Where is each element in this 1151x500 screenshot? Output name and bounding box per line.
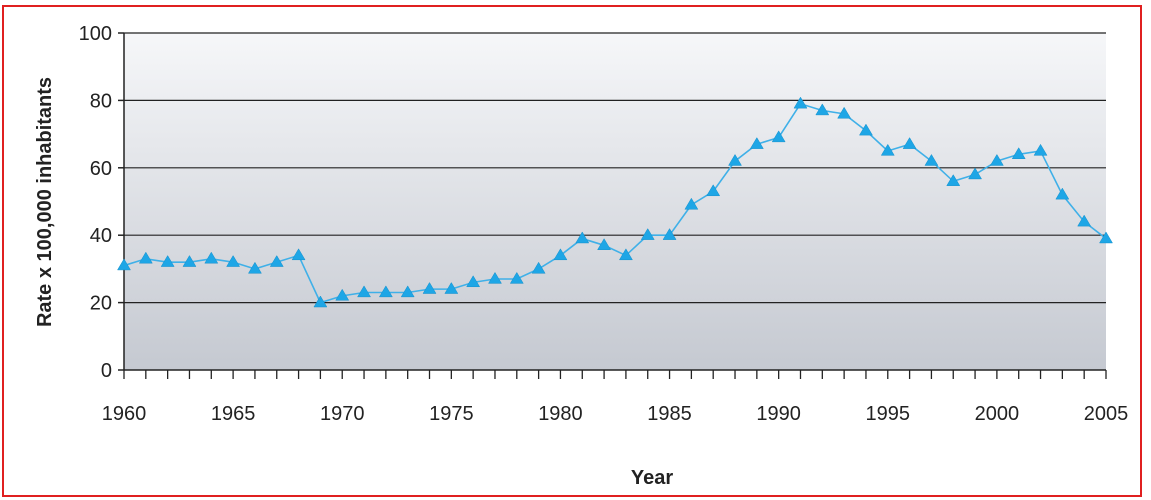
series-line	[123, 102, 1107, 304]
data-point-marker	[531, 261, 546, 274]
data-point-marker	[662, 228, 677, 240]
x-tick-label: 1975	[429, 403, 474, 425]
x-tick-label: 1970	[320, 403, 365, 425]
data-point-marker	[989, 153, 1004, 166]
y-tick-label: 40	[90, 225, 112, 247]
data-point-marker	[138, 251, 153, 264]
y-tick-label: 0	[101, 360, 112, 382]
data-point-marker	[880, 143, 895, 156]
data-point-marker	[771, 130, 786, 143]
data-series	[117, 96, 1113, 308]
data-point-marker	[247, 261, 262, 274]
data-point-marker	[749, 137, 764, 149]
y-axis-tick-labels: 0 20 40 60 80 100	[79, 23, 112, 382]
x-tick-label: 1965	[211, 403, 256, 425]
data-point-marker	[444, 282, 459, 294]
data-point-marker	[793, 96, 808, 109]
data-point-marker	[640, 228, 655, 240]
data-point-marker	[859, 123, 873, 136]
x-tick-label: 1990	[756, 403, 801, 425]
data-point-marker	[422, 282, 437, 294]
plot-area	[124, 33, 1106, 370]
data-point-marker	[575, 231, 590, 244]
y-tick-label: 20	[90, 293, 112, 315]
data-point-marker	[1033, 143, 1048, 156]
data-point-marker	[291, 248, 306, 261]
data-point-marker	[488, 271, 502, 284]
data-point-marker	[466, 275, 481, 288]
data-point-marker	[378, 285, 393, 298]
data-point-marker	[684, 197, 699, 210]
x-axis-tick-labels: 1960 1965 1970 1975 1980 1985 1990 1995 2000 2005	[102, 403, 1129, 425]
x-tick-label: 1960	[102, 403, 147, 425]
data-point-marker	[1099, 231, 1113, 244]
data-point-marker	[924, 153, 939, 166]
data-point-marker	[182, 255, 197, 267]
data-point-marker	[226, 255, 241, 267]
data-point-marker	[1077, 214, 1092, 227]
grid-lines	[124, 32, 1106, 304]
x-axis-title: Year	[631, 467, 673, 489]
y-tick-label: 100	[79, 23, 112, 45]
data-point-marker	[815, 103, 830, 116]
x-tick-label: 2000	[975, 403, 1020, 425]
data-point-marker	[269, 255, 284, 267]
x-tick-label: 1980	[538, 403, 583, 425]
data-point-marker	[160, 255, 175, 267]
data-point-marker	[313, 295, 328, 308]
data-point-marker	[117, 258, 131, 271]
x-tick-label: 1985	[647, 403, 692, 425]
axes	[118, 32, 1107, 379]
data-point-marker	[400, 285, 415, 298]
data-point-marker	[335, 288, 350, 301]
data-point-marker	[553, 248, 568, 261]
data-point-marker	[837, 106, 852, 119]
y-tick-label: 80	[90, 90, 112, 112]
data-point-marker	[204, 251, 219, 264]
x-tick-label: 2005	[1084, 403, 1129, 425]
y-tick-label: 60	[90, 158, 112, 180]
data-point-marker	[1055, 187, 1070, 200]
data-point-marker	[509, 271, 524, 284]
data-point-marker	[728, 153, 742, 166]
data-point-marker	[706, 184, 721, 197]
x-tick-label: 1995	[866, 403, 911, 425]
y-axis-title: Rate x 100,000 inhabitants	[34, 77, 56, 327]
data-point-marker	[618, 248, 633, 261]
data-point-marker	[968, 167, 983, 180]
data-point-marker	[597, 238, 612, 250]
data-point-marker	[1011, 147, 1026, 159]
data-point-marker	[946, 174, 961, 186]
data-point-marker	[902, 137, 917, 149]
data-point-marker	[357, 285, 371, 298]
